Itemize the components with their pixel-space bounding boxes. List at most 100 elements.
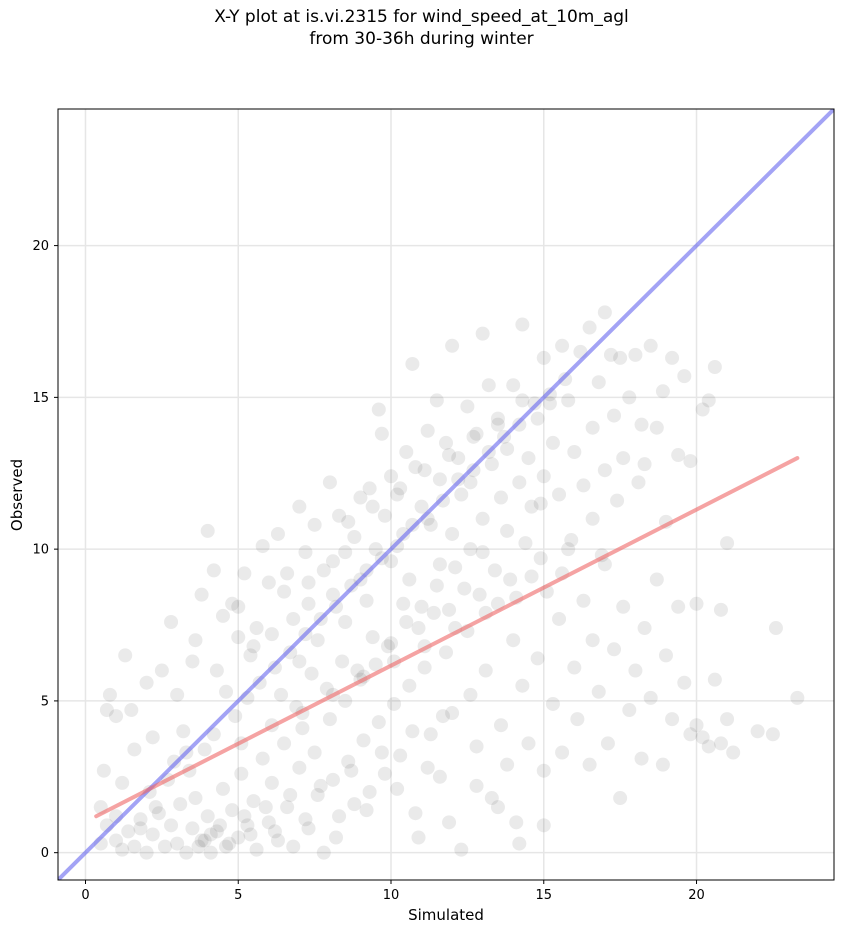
- scatter-point: [417, 463, 432, 478]
- scatter-point: [338, 614, 353, 629]
- scatter-point: [264, 627, 279, 642]
- scatter-point: [405, 517, 420, 532]
- y-tick-label: 10: [32, 543, 49, 558]
- scatter-point: [515, 393, 530, 408]
- scatter-point: [445, 338, 460, 353]
- y-tick-label: 20: [32, 239, 49, 254]
- scatter-point: [304, 666, 319, 681]
- scatter-point: [387, 696, 402, 711]
- scatter-point: [277, 736, 292, 751]
- scatter-point: [713, 736, 728, 751]
- scatter-point: [212, 818, 227, 833]
- scatter-point: [185, 821, 200, 836]
- scatter-point: [713, 602, 728, 617]
- data-points: [93, 305, 805, 860]
- scatter-point: [414, 499, 429, 514]
- scatter-point: [439, 435, 453, 450]
- scatter-point: [194, 833, 209, 848]
- scatter-point: [396, 596, 411, 611]
- one-to-one-line: [58, 109, 834, 880]
- scatter-point: [237, 566, 252, 581]
- scatter-point: [466, 463, 481, 478]
- scatter-point: [435, 709, 450, 724]
- scatter-point: [524, 569, 539, 584]
- scatter-point: [582, 757, 597, 772]
- scatter-point: [170, 687, 185, 702]
- scatter-point: [283, 788, 298, 803]
- scatter-point: [215, 608, 230, 623]
- scatter-point: [451, 451, 466, 466]
- scatter-point: [298, 812, 313, 827]
- scatter-point: [637, 457, 652, 472]
- scatter-point: [597, 463, 612, 478]
- scatter-point: [570, 712, 585, 727]
- scatter-point: [643, 690, 658, 705]
- scatter-point: [145, 730, 160, 745]
- scatter-point: [720, 712, 735, 727]
- chart-title: X-Y plot at is.vi.2315 for wind_speed_at…: [0, 6, 843, 50]
- scatter-point: [509, 815, 524, 830]
- scatter-point: [765, 727, 780, 742]
- scatter-point: [270, 833, 285, 848]
- scatter-point: [249, 842, 264, 857]
- scatter-point: [561, 393, 576, 408]
- scatter-point: [384, 469, 399, 484]
- scatter-point: [390, 781, 405, 796]
- scatter-point: [301, 575, 316, 590]
- scatter-point: [493, 718, 508, 733]
- scatter-point: [463, 687, 478, 702]
- scatter-point: [448, 560, 463, 575]
- scatter-point: [338, 545, 353, 560]
- scatter-point: [408, 460, 423, 475]
- scatter-point: [417, 660, 432, 675]
- scatter-point: [423, 727, 438, 742]
- scatter-point: [506, 378, 521, 393]
- scatter-point: [219, 839, 234, 854]
- scatter-point: [362, 481, 377, 496]
- scatter-point: [460, 399, 475, 414]
- scatter-point: [240, 818, 255, 833]
- scatter-point: [344, 578, 359, 593]
- scatter-point: [533, 496, 548, 511]
- scatter-point: [616, 451, 631, 466]
- scatter-point: [512, 836, 527, 851]
- chart-title-line-1: X-Y plot at is.vi.2315 for wind_speed_at…: [214, 7, 629, 27]
- scatter-point: [292, 499, 307, 514]
- scatter-point: [188, 633, 203, 648]
- scatter-point: [301, 596, 316, 611]
- scatter-point: [451, 472, 466, 487]
- scatter-point: [237, 809, 252, 824]
- scatter-point: [411, 621, 426, 636]
- scatter-point: [490, 417, 505, 432]
- scatter-point: [442, 448, 457, 463]
- scatter-point: [591, 684, 606, 699]
- scatter-point: [322, 475, 337, 490]
- scatter-point: [280, 800, 295, 815]
- scatter-point: [542, 396, 557, 411]
- scatter-point: [420, 760, 435, 775]
- scatter-point: [750, 724, 765, 739]
- scatter-point: [203, 827, 218, 842]
- scatter-point: [292, 760, 307, 775]
- scatter-point: [139, 675, 154, 690]
- scatter-point: [109, 833, 124, 848]
- scatter-point: [481, 378, 496, 393]
- scatter-point: [420, 423, 435, 438]
- scatter-point: [490, 411, 505, 426]
- scatter-point: [402, 572, 417, 587]
- scatter-point: [472, 587, 487, 602]
- scatter-point: [463, 475, 478, 490]
- scatter-point: [475, 326, 490, 341]
- scatter-point: [689, 718, 704, 733]
- scatter-point: [683, 727, 698, 742]
- scatter-point: [209, 663, 224, 678]
- scatter-point: [411, 830, 426, 845]
- scatter-point: [225, 596, 240, 611]
- scatter-point: [469, 426, 484, 441]
- scatter-point: [445, 706, 460, 721]
- scatter-point: [359, 803, 374, 818]
- scatter-point: [607, 408, 622, 423]
- scatter-point: [399, 614, 414, 629]
- scatter-point: [307, 517, 322, 532]
